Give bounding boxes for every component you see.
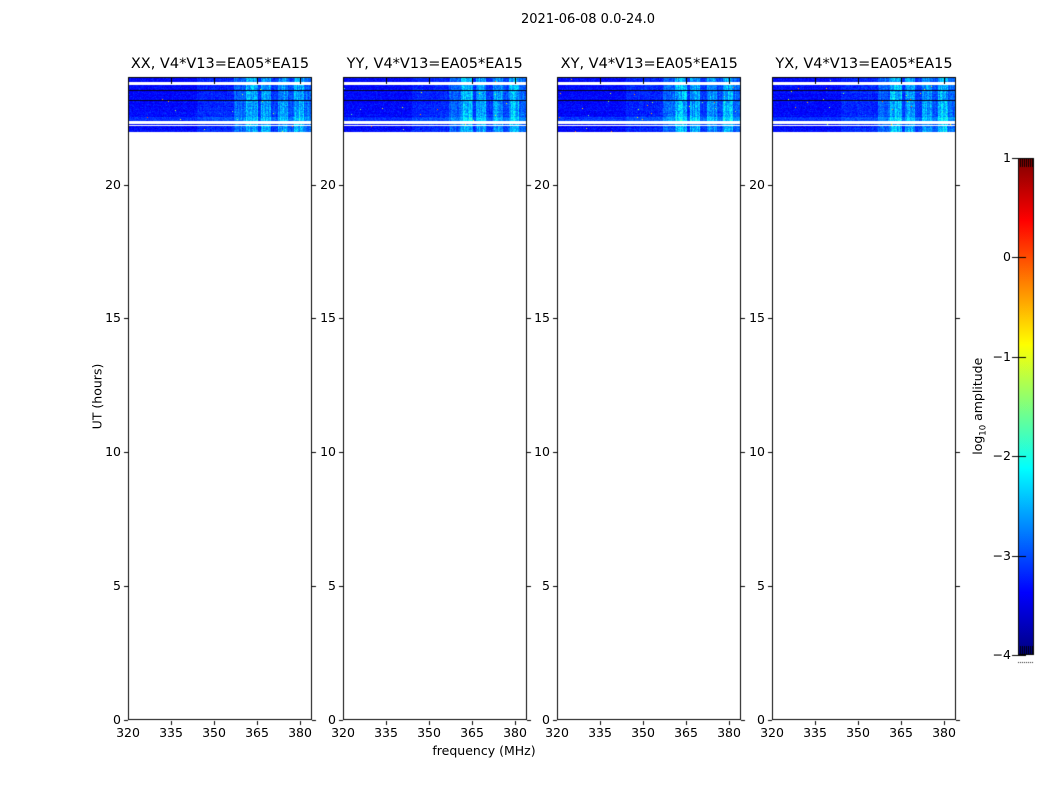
x-tick-label: 335 — [374, 725, 398, 740]
x-tick-label: 320 — [331, 725, 355, 740]
colorbar-tick-label: −3 — [992, 548, 1011, 563]
y-tick-label: 10 — [749, 444, 765, 459]
y-tick-label: 0 — [113, 712, 121, 727]
x-tick-label: 380 — [503, 725, 527, 740]
y-tick-label: 10 — [320, 444, 336, 459]
y-tick-label: 5 — [542, 578, 550, 593]
x-axis-label: frequency (MHz) — [432, 743, 536, 758]
colorbar-label-post: amplitude — [969, 357, 985, 425]
x-tick-label: 350 — [417, 725, 441, 740]
y-tick-label: 5 — [328, 578, 336, 593]
colorbar-label-sub: 10 — [978, 424, 989, 436]
y-tick-label: 10 — [534, 444, 550, 459]
y-tick-label: 20 — [534, 177, 550, 192]
x-tick-label: 335 — [803, 725, 827, 740]
x-tick-label: 335 — [159, 725, 183, 740]
x-tick-label: 335 — [588, 725, 612, 740]
y-tick-label: 20 — [320, 177, 336, 192]
y-tick-label: 10 — [105, 444, 121, 459]
x-tick-label: 365 — [674, 725, 698, 740]
colorbar-tick-label: 0 — [1003, 249, 1011, 264]
y-tick-label: 20 — [105, 177, 121, 192]
x-tick-label: 380 — [717, 725, 741, 740]
y-axis-label: UT (hours) — [89, 363, 105, 430]
y-tick-label: 15 — [749, 310, 765, 325]
colorbar-tick-label: −4 — [992, 647, 1011, 662]
panel-title-xx: XX, V4*V13=EA05*EA15 — [130, 56, 310, 72]
x-tick-label: 350 — [202, 725, 226, 740]
x-tick-label: 365 — [245, 725, 269, 740]
y-tick-label: 15 — [534, 310, 550, 325]
colorbar-tick-label: 1 — [1003, 150, 1011, 165]
panel-title-xy: XY, V4*V13=EA05*EA15 — [560, 56, 738, 72]
y-tick-label: 0 — [328, 712, 336, 727]
y-tick-label: 20 — [749, 177, 765, 192]
panel-title-yy: YY, V4*V13=EA05*EA15 — [346, 56, 523, 72]
y-tick-label: 15 — [320, 310, 336, 325]
x-tick-label: 320 — [116, 725, 140, 740]
y-tick-label: 5 — [113, 578, 121, 593]
y-tick-label: 0 — [757, 712, 765, 727]
x-tick-label: 365 — [460, 725, 484, 740]
y-tick-label: 5 — [757, 578, 765, 593]
x-tick-label: 350 — [631, 725, 655, 740]
x-tick-label: 320 — [760, 725, 784, 740]
figure-title: 2021-06-08 0.0-24.0 — [521, 12, 655, 27]
y-tick-label: 0 — [542, 712, 550, 727]
x-tick-label: 380 — [288, 725, 312, 740]
y-tick-label: 15 — [105, 310, 121, 325]
panel-title-yx: YX, V4*V13=EA05*EA15 — [775, 56, 953, 72]
x-tick-label: 380 — [932, 725, 956, 740]
colorbar-tick-label: −1 — [992, 349, 1011, 364]
colorbar-tick-label: −2 — [992, 448, 1011, 463]
x-tick-label: 320 — [545, 725, 569, 740]
x-tick-label: 350 — [846, 725, 870, 740]
x-tick-label: 365 — [889, 725, 913, 740]
